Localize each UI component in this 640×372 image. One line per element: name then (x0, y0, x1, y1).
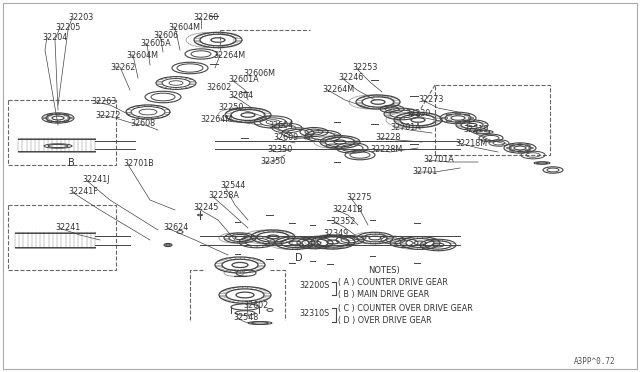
Text: 32200S: 32200S (300, 280, 330, 289)
Text: 32701A: 32701A (423, 155, 454, 164)
Text: 32606M: 32606M (243, 68, 275, 77)
Text: 32701B: 32701B (123, 158, 154, 167)
Text: 32204: 32204 (42, 32, 67, 42)
Bar (435, 85, 550, 155)
Text: 32241F: 32241F (68, 187, 98, 196)
Text: 32604M: 32604M (168, 22, 200, 32)
Text: ( A ) COUNTER DRIVE GEAR: ( A ) COUNTER DRIVE GEAR (338, 279, 448, 288)
Text: 32606: 32606 (153, 31, 178, 39)
Text: 32241B: 32241B (332, 205, 363, 215)
Text: 32605A: 32605A (140, 39, 171, 48)
Text: 32544: 32544 (220, 180, 245, 189)
Text: 32350: 32350 (267, 145, 292, 154)
Text: 32602: 32602 (206, 83, 231, 92)
Text: 32219: 32219 (463, 125, 488, 135)
Text: A3PP^0.72: A3PP^0.72 (573, 357, 615, 366)
Text: 32253: 32253 (352, 64, 378, 73)
Text: 32310S: 32310S (300, 308, 330, 317)
Text: 32203: 32203 (68, 13, 93, 22)
Text: ( D ) OVER DRIVE GEAR: ( D ) OVER DRIVE GEAR (338, 315, 431, 324)
Text: 32228M: 32228M (370, 145, 403, 154)
Text: 32608: 32608 (130, 119, 155, 128)
Text: 32602: 32602 (243, 301, 268, 310)
Text: B: B (68, 158, 75, 168)
Text: 32604M: 32604M (126, 51, 158, 60)
Text: 32246: 32246 (338, 74, 364, 83)
Text: 32548: 32548 (233, 314, 259, 323)
Text: 32604: 32604 (268, 122, 293, 131)
Text: 32352: 32352 (330, 218, 355, 227)
Text: 32264M: 32264M (322, 84, 354, 93)
Text: D: D (295, 253, 303, 263)
Text: 32272: 32272 (95, 110, 120, 119)
Text: ( C ) COUNTER OVER DRIVE GEAR: ( C ) COUNTER OVER DRIVE GEAR (338, 304, 473, 312)
Text: 32624: 32624 (163, 224, 188, 232)
Text: 32275: 32275 (346, 192, 371, 202)
Text: 32241: 32241 (55, 224, 80, 232)
Text: 32273: 32273 (418, 96, 444, 105)
Bar (8, 205, 116, 270)
Text: 32230: 32230 (405, 109, 430, 118)
Text: 32601A: 32601A (228, 76, 259, 84)
Text: 32609: 32609 (273, 134, 298, 142)
Text: 32701A: 32701A (390, 122, 420, 131)
Text: 32241J: 32241J (82, 176, 109, 185)
Text: 32701: 32701 (412, 167, 437, 176)
Text: 32228: 32228 (375, 134, 401, 142)
Text: 32218M: 32218M (455, 138, 487, 148)
Text: 32264M: 32264M (200, 115, 232, 125)
Text: 32349: 32349 (323, 230, 348, 238)
Text: 32262: 32262 (110, 62, 136, 71)
Text: 32250: 32250 (218, 103, 243, 112)
Text: NOTES): NOTES) (368, 266, 400, 275)
Text: 32263: 32263 (91, 97, 116, 106)
Text: 32258A: 32258A (208, 192, 239, 201)
Text: 32350: 32350 (260, 157, 285, 167)
Text: 32245: 32245 (193, 203, 218, 212)
Text: ( B ) MAIN DRIVE GEAR: ( B ) MAIN DRIVE GEAR (338, 289, 429, 298)
Text: 32264M: 32264M (213, 51, 245, 60)
Text: 32205: 32205 (55, 22, 81, 32)
Bar (8, 100, 116, 165)
Text: 32260: 32260 (193, 13, 218, 22)
Text: 32604: 32604 (228, 92, 253, 100)
